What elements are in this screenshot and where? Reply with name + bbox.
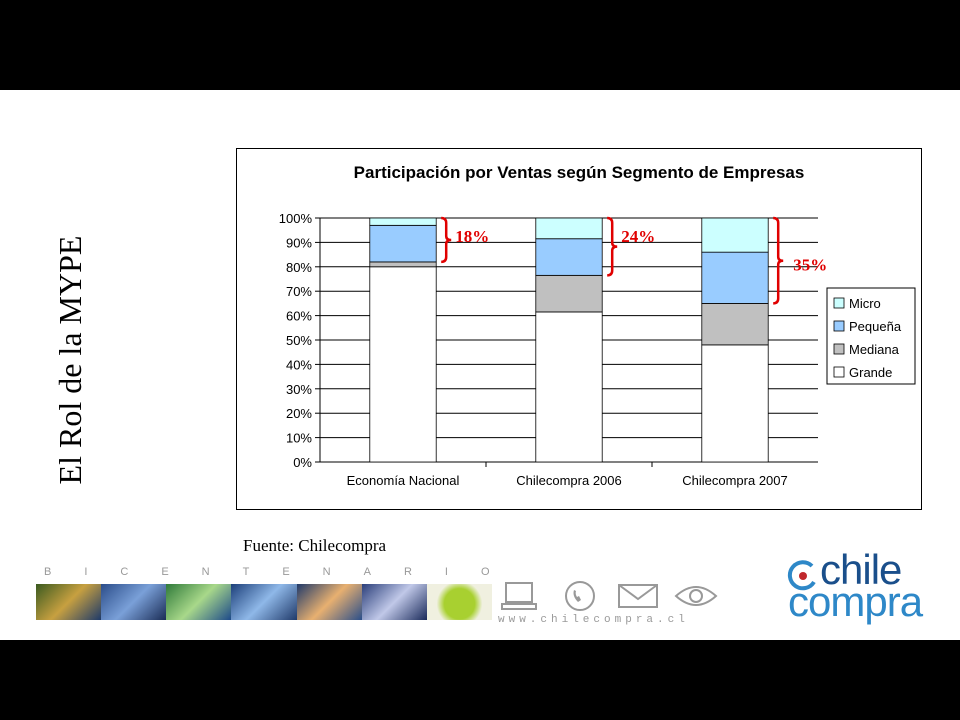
annotation-brace	[607, 216, 618, 277]
y-tick-label: 0%	[293, 455, 312, 470]
y-tick-label: 30%	[286, 382, 312, 397]
x-tick-label: Economía Nacional	[347, 473, 460, 488]
plot-area: 0% 10% 20% 30% 40% 50% 60% 70% 80% 90% 100% Economí…	[279, 211, 827, 488]
eye-icon	[674, 586, 718, 606]
y-tick-label: 20%	[286, 406, 312, 421]
chart-title: Participación por Ventas según Segmento …	[354, 163, 805, 182]
x-tick-label: Chilecompra 2007	[682, 473, 788, 488]
mail-icon	[618, 584, 658, 608]
bar-mediana	[369, 261, 437, 268]
bar-micro	[535, 217, 603, 240]
y-tick-label: 100%	[279, 211, 313, 226]
legend-label: Pequeña	[849, 319, 902, 334]
y-tick-label: 50%	[286, 333, 312, 348]
annotation-brace	[773, 216, 784, 305]
bicentenario-text: BICENTENARIO	[44, 566, 523, 578]
bar-mediana	[701, 302, 769, 346]
chilecompra-logo: chile compra	[780, 546, 930, 632]
legend-swatch	[833, 366, 845, 378]
bar-peque-a	[701, 251, 769, 304]
photo-circuit	[166, 584, 232, 620]
legend-swatch	[833, 343, 845, 355]
bar-mediana	[535, 274, 603, 313]
annotation-label: 35%	[793, 256, 827, 275]
photo-keyboard	[101, 584, 167, 620]
contact-icons	[500, 580, 718, 612]
source-note: Fuente: Chilecompra	[243, 536, 387, 555]
logo-text-chile: chile	[820, 546, 902, 593]
legend-label: Micro	[849, 296, 881, 311]
logo-text-compra: compra	[788, 578, 923, 625]
bar-micro	[369, 217, 437, 226]
computer-icon	[501, 582, 537, 610]
bar-grande	[369, 266, 437, 463]
bar-peque-a	[369, 224, 437, 263]
photo-apple	[426, 584, 492, 620]
legend-swatch	[833, 297, 845, 309]
y-tick-label: 90%	[286, 235, 312, 250]
annotation-label: 18%	[455, 227, 489, 246]
website-url: www.chilecompra.cl	[498, 614, 689, 626]
photo-cable	[361, 584, 427, 620]
logo-swirl-icon	[787, 560, 816, 591]
annotation-label: 24%	[621, 227, 655, 246]
y-tick-label: 10%	[286, 431, 312, 446]
bar-peque-a	[535, 238, 603, 276]
bar-grande	[701, 344, 769, 463]
y-tick-label: 80%	[286, 260, 312, 275]
photo-operator	[296, 584, 362, 620]
y-tick-label: 70%	[286, 284, 312, 299]
legend-swatch	[833, 320, 845, 332]
legend: Micro Pequeña Mediana Grande	[826, 287, 916, 385]
chart: Participación por Ventas según Segmento …	[236, 148, 922, 510]
legend-label: Grande	[849, 365, 892, 380]
slide: El Rol de la MYPE Participación por Vent…	[0, 90, 960, 640]
y-tick-label: 60%	[286, 309, 312, 324]
legend-label: Mediana	[849, 342, 900, 357]
x-tick-label: Chilecompra 2006	[516, 473, 622, 488]
y-tick-label: 40%	[286, 357, 312, 372]
photo-building	[231, 584, 297, 620]
bar-grande	[535, 311, 603, 463]
bar-micro	[701, 217, 769, 253]
photo-students	[36, 584, 102, 620]
slide-title: El Rol de la MYPE	[52, 235, 88, 485]
photo-strip	[36, 584, 492, 620]
phone-icon	[565, 581, 595, 611]
